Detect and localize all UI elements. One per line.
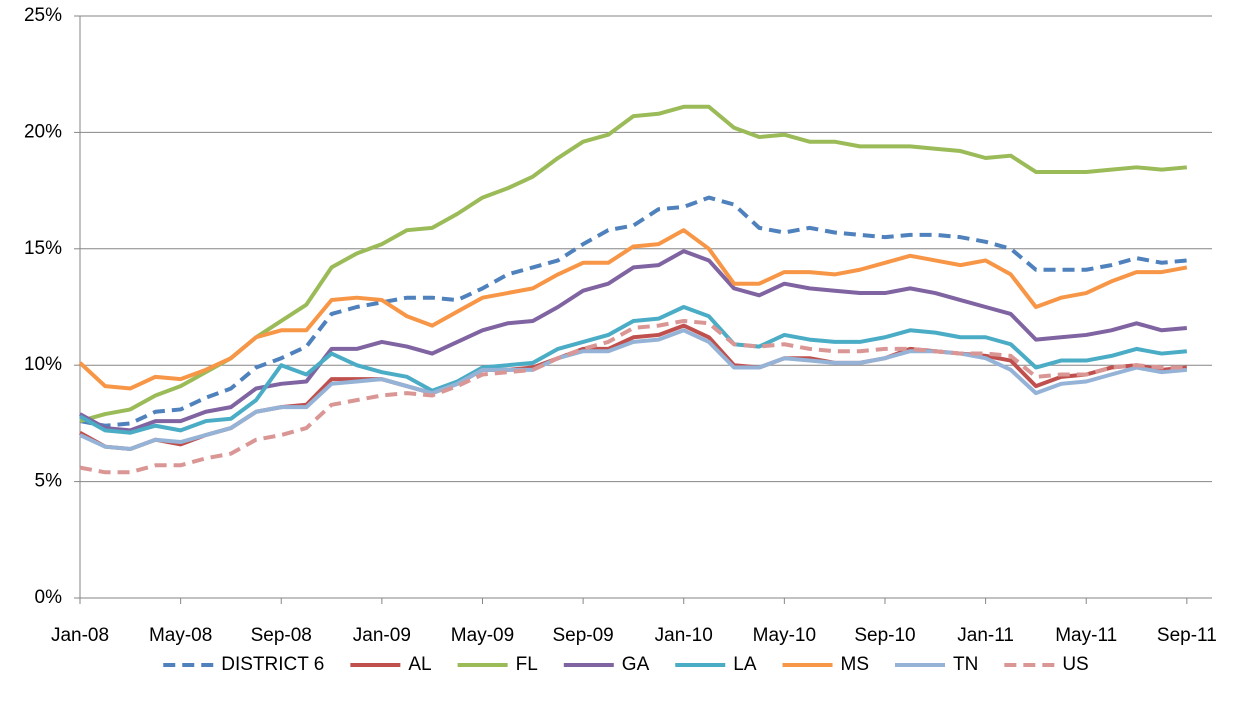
y-tick-label: 5%	[35, 471, 63, 492]
x-tick-label: Sep-08	[251, 625, 312, 646]
y-tick-label: 25%	[24, 5, 62, 26]
series-line	[78, 228, 1188, 391]
x-tick-label: Sep-10	[854, 625, 915, 646]
legend-label: LA	[733, 654, 757, 675]
y-tick-label: 0%	[35, 587, 63, 608]
legend-label: MS	[841, 654, 870, 675]
x-tick-label: May-10	[753, 625, 816, 646]
series-line	[79, 104, 1188, 423]
x-tick-label: Sep-09	[552, 625, 613, 646]
x-tick-label: Jan-09	[353, 625, 411, 646]
y-tick-label: 15%	[24, 238, 62, 259]
legend-label: FL	[516, 654, 538, 675]
x-tick-label: Sep-11	[1157, 625, 1217, 646]
x-tick-label: Jan-11	[957, 625, 1014, 646]
legend-label: DISTRICT 6	[221, 654, 324, 675]
series-line	[79, 318, 1187, 475]
x-tick-label: Jan-08	[51, 625, 109, 646]
y-tick-label: 20%	[24, 121, 62, 142]
x-tick-label: Jan-10	[655, 625, 713, 646]
y-tick-label: 10%	[24, 354, 62, 375]
series-line	[79, 328, 1188, 452]
x-tick-label: May-11	[1055, 625, 1117, 646]
x-tick-label: May-08	[149, 625, 212, 646]
x-tick-label: May-09	[451, 625, 514, 646]
legend-label: GA	[622, 654, 650, 675]
legend-label: TN	[953, 654, 978, 675]
series-line	[79, 195, 1188, 428]
legend-label: AL	[408, 654, 431, 675]
series-line	[79, 305, 1188, 435]
legend-label: US	[1062, 654, 1088, 675]
legend: DISTRICT 6 AL FL GA LA MS TN US	[163, 654, 1089, 675]
